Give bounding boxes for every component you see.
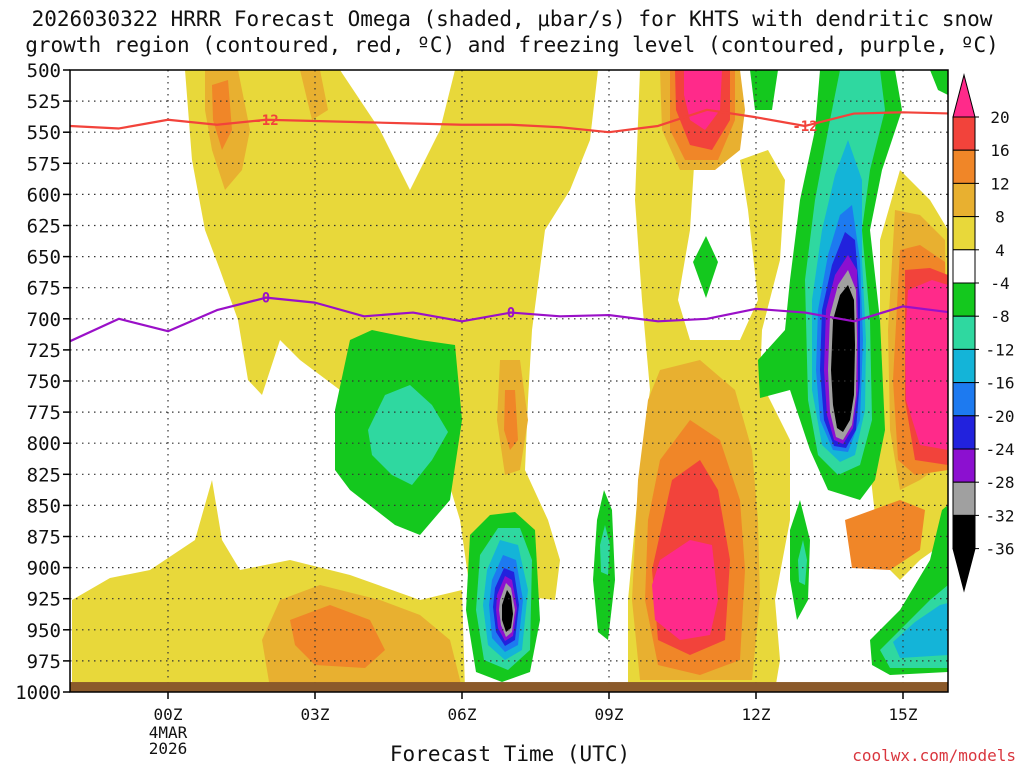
- grid-lines: [70, 70, 948, 692]
- omega-shade-teal: [368, 385, 448, 485]
- y-tick-label: 825: [27, 464, 61, 486]
- y-tick-label: 900: [27, 558, 61, 580]
- colorbar-top-arrow: [952, 73, 976, 118]
- y-tick-label: 725: [27, 340, 61, 362]
- y-tick-label: 850: [27, 495, 61, 517]
- colorbar-label: 20: [990, 108, 1009, 127]
- y-tick-label: 875: [27, 527, 61, 549]
- colorbar-label: 8: [995, 208, 1005, 227]
- omega-shade-black: [502, 590, 513, 632]
- omega-shade-cyan: [893, 603, 948, 658]
- colorbar-swatch: [952, 415, 976, 450]
- y-tick-label: 550: [27, 122, 61, 144]
- colorbar-swatch: [952, 315, 976, 350]
- omega-shade-green: [930, 70, 948, 95]
- y-tick-label: 925: [27, 589, 61, 611]
- colorbar-swatch: [952, 216, 976, 251]
- y-tick-label: 1000: [15, 682, 61, 704]
- y-tick-label: 625: [27, 216, 61, 238]
- omega-shade-orange: [504, 390, 518, 450]
- omega-shade-black: [831, 285, 855, 432]
- y-tick-label: 650: [27, 247, 61, 269]
- y-tick-label: 975: [27, 651, 61, 673]
- omega-shade-green: [750, 70, 778, 110]
- y-tick-label: 575: [27, 153, 61, 175]
- colorbar-swatch: [952, 382, 976, 417]
- y-tick-label: 750: [27, 371, 61, 393]
- omega-shade-magenta: [652, 540, 718, 640]
- y-tick-label: 700: [27, 309, 61, 331]
- contour-lines: -12 -12 0 0: [70, 108, 948, 343]
- omega-shade-teal: [798, 540, 807, 585]
- x-tick-label: 06Z: [448, 705, 477, 724]
- x-tick-label: 12Z: [742, 705, 771, 724]
- omega-shade-orange: [290, 605, 385, 668]
- y-tick-label: 525: [27, 91, 61, 113]
- x-tick-sublabel: 4MAR: [149, 723, 188, 742]
- colorbar-swatch: [952, 149, 976, 184]
- colorbar-label: -24: [986, 440, 1015, 459]
- colorbar-bottom-arrow: [952, 548, 976, 593]
- credit-link[interactable]: coolwx.com/models: [852, 746, 1016, 765]
- omega-shade-green: [693, 236, 718, 298]
- omega-shading: [72, 70, 948, 690]
- colorbar-label: -36: [986, 540, 1015, 559]
- chart-title: 2026030322 HRRR Forecast Omega (shaded, …: [0, 6, 1024, 58]
- y-axis-ticks: 500 525 550 575 600 625 650 675 700 725 750 775 800 8…: [15, 60, 70, 704]
- isotherm-minus12-line: [70, 108, 948, 134]
- y-tick-label: 675: [27, 278, 61, 300]
- omega-shade-lightorange: [300, 70, 328, 120]
- omega-shade-magenta: [905, 280, 948, 450]
- colorbar-label: -20: [986, 407, 1015, 426]
- y-tick-label: 500: [27, 60, 61, 82]
- colorbar-swatch: [952, 116, 976, 151]
- x-tick-sublabel: 2026: [149, 739, 188, 758]
- colorbar: 20 16 12 8 4 -4 -8 -12 -16 -20 -24 -28 -32 -36: [952, 73, 1015, 593]
- isotherm-minus12-line-label: -12: [792, 119, 817, 135]
- freezing-level-line: [70, 296, 948, 343]
- omega-shade-teal: [600, 525, 610, 575]
- x-tick-label: 15Z: [889, 705, 918, 724]
- y-tick-label: 775: [27, 402, 61, 424]
- y-tick-label: 600: [27, 184, 61, 206]
- colorbar-swatch: [952, 514, 976, 550]
- colorbar-swatch: [952, 448, 976, 483]
- colorbar-swatch: [952, 481, 976, 516]
- colorbar-label: -32: [986, 506, 1015, 525]
- colorbar-label: 4: [995, 241, 1005, 260]
- freezing-level-line-label: 0: [262, 291, 270, 307]
- chart-title-line-1: 2026030322 HRRR Forecast Omega (shaded, …: [31, 7, 993, 31]
- colorbar-swatch: [952, 182, 976, 218]
- colorbar-label: -12: [986, 340, 1015, 359]
- colorbar-label: -4: [990, 274, 1009, 293]
- x-tick-label: 00Z: [154, 705, 183, 724]
- isotherm-minus12-line-label: -12: [253, 113, 278, 129]
- x-tick-label: 03Z: [301, 705, 330, 724]
- colorbar-label: 16: [990, 141, 1009, 160]
- colorbar-swatch: [952, 348, 976, 384]
- colorbar-swatch: [952, 249, 976, 284]
- omega-shade-orange: [845, 500, 925, 570]
- y-tick-label: 950: [27, 620, 61, 642]
- colorbar-label: -8: [990, 307, 1009, 326]
- ground-fill: [70, 682, 948, 692]
- freezing-level-line-label: 0: [507, 306, 515, 322]
- x-axis-label: Forecast Time (UTC): [389, 742, 631, 766]
- chart-title-line-2: growth region (contoured, red, ºC) and f…: [25, 33, 999, 57]
- colorbar-label: -16: [986, 374, 1015, 393]
- colorbar-label: 12: [990, 174, 1009, 193]
- colorbar-swatch: [952, 282, 976, 317]
- y-tick-label: 800: [27, 433, 61, 455]
- ground-layer: [70, 682, 948, 692]
- colorbar-label: -28: [986, 473, 1015, 492]
- x-tick-label: 09Z: [595, 705, 624, 724]
